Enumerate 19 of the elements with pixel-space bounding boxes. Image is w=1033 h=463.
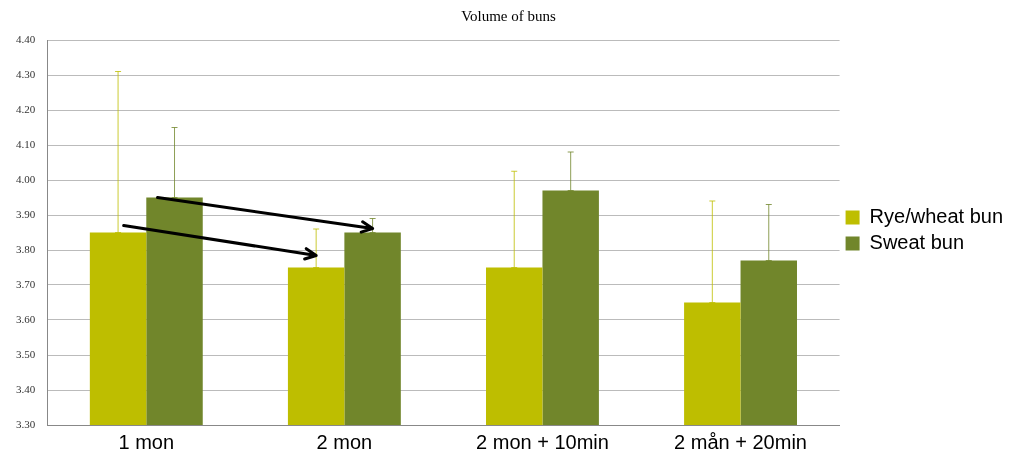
y-tick-label: 4.40 — [16, 32, 36, 45]
x-tick-label: 2 mån + 20min — [674, 430, 807, 453]
legend-label: Sweat bun — [869, 231, 965, 254]
y-tick-label: 3.40 — [16, 382, 36, 395]
y-tick-label: 3.50 — [16, 347, 36, 360]
y-tick-label: 4.10 — [16, 137, 36, 150]
y-tick-label: 3.60 — [16, 312, 36, 325]
y-tick-label: 3.30 — [16, 417, 36, 430]
y-tick-label: 3.70 — [16, 277, 36, 290]
x-tick-label: 2 mon + 10min — [476, 430, 609, 453]
x-tick-label: 1 mon — [118, 430, 175, 453]
y-tick-label: 3.90 — [16, 207, 36, 220]
y-tick-label: 4.20 — [16, 102, 36, 115]
x-tick-label: 2 mon — [316, 430, 373, 453]
chart-title: Volume of buns — [461, 7, 557, 24]
y-tick-label: 4.30 — [16, 67, 36, 80]
legend-label: Rye/wheat bun — [869, 205, 1003, 228]
y-tick-label: 4.00 — [16, 172, 36, 185]
y-tick-label: 3.80 — [16, 242, 36, 255]
